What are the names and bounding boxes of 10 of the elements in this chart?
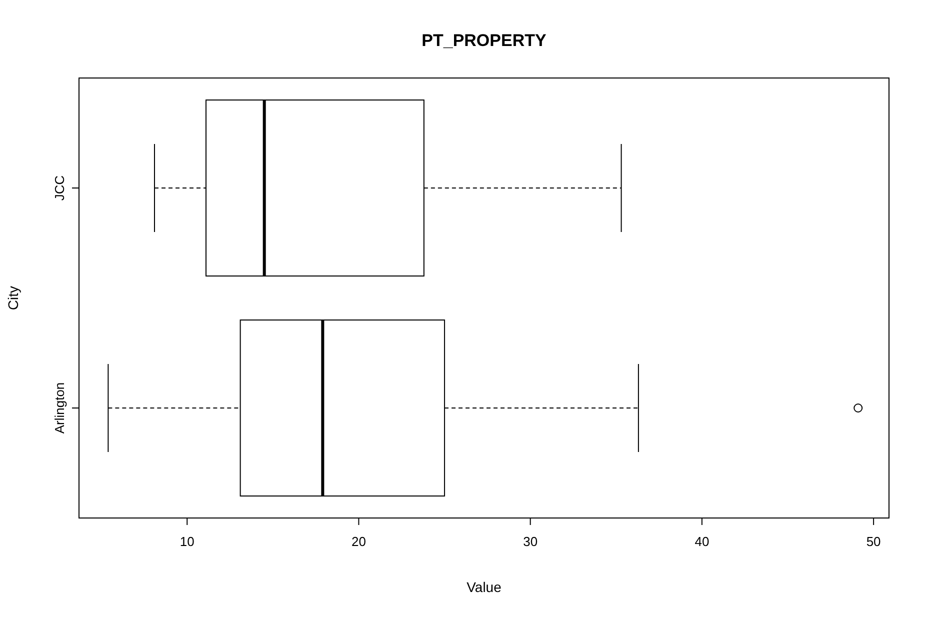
x-tick-label: 20 xyxy=(351,534,366,550)
x-tick-label: 40 xyxy=(694,534,710,550)
y-tick-label: Arlington xyxy=(52,382,67,434)
y-tick-label: JCC xyxy=(52,175,67,201)
x-tick-label: 30 xyxy=(523,534,538,550)
x-axis-title: Value xyxy=(466,579,502,595)
y-axis-title: City xyxy=(5,286,21,310)
x-tick-label: 10 xyxy=(180,534,194,550)
chart-title: PT_PROPERTY xyxy=(422,31,548,50)
x-tick-label: 50 xyxy=(866,534,881,550)
